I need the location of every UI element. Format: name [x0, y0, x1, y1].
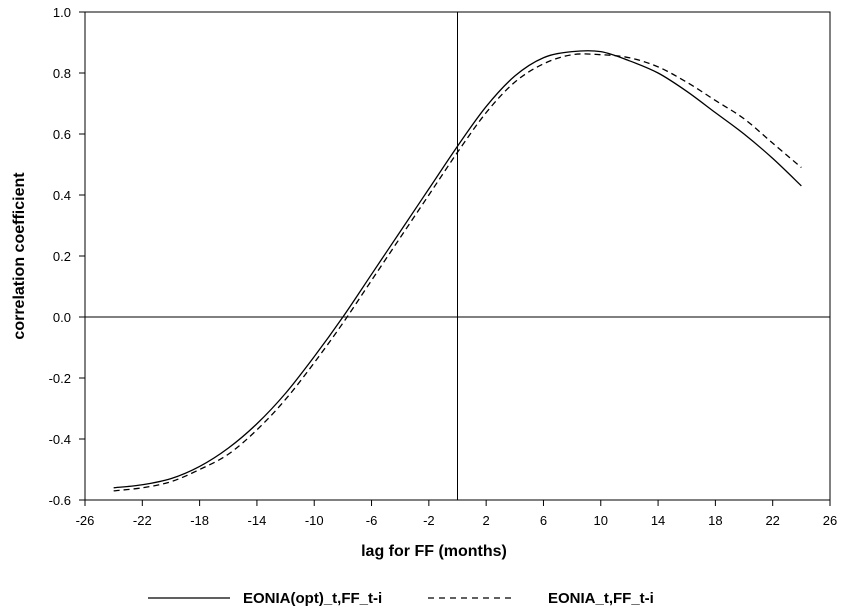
series-line-2: [113, 53, 802, 492]
y-tick-label: 0.2: [53, 249, 71, 264]
x-tick-label: -26: [76, 513, 95, 528]
reference-lines: [85, 12, 830, 500]
x-tick-label: -10: [305, 513, 324, 528]
x-axis-title: lag for FF (months): [361, 543, 507, 560]
y-axis-title: correlation coefficient: [11, 172, 28, 340]
x-tick-label: -14: [248, 513, 267, 528]
legend-label-series-1: EONIA(opt)_t,FF_t-i: [243, 590, 382, 607]
y-tick-label: 0.0: [53, 310, 71, 325]
x-tick-label: -6: [366, 513, 378, 528]
x-tick-label: 26: [823, 513, 837, 528]
legend-label-series-2: EONIA_t,FF_t-i: [548, 590, 654, 607]
y-tick-label: 1.0: [53, 5, 71, 20]
legend: EONIA(opt)_t,FF_t-i EONIA_t,FF_t-i: [148, 590, 654, 607]
y-tick-label: -0.4: [49, 432, 71, 447]
y-tick-label: -0.6: [49, 493, 71, 508]
x-tick-label: 6: [540, 513, 547, 528]
y-tick-label: 0.8: [53, 66, 71, 81]
x-tick-label: -2: [423, 513, 435, 528]
y-tick-label: -0.2: [49, 371, 71, 386]
x-tick-label: 10: [594, 513, 608, 528]
axis-ticks: -26 -22 -18 -14 -10 -6 -2 2 6 10 14 18 22 26-0.6-0.4-…: [49, 5, 838, 528]
x-tick-label: -18: [190, 513, 209, 528]
y-tick-label: 0.6: [53, 127, 71, 142]
x-tick-label: 2: [483, 513, 490, 528]
x-tick-label: -22: [133, 513, 152, 528]
x-tick-label: 22: [765, 513, 779, 528]
x-tick-label: 18: [708, 513, 722, 528]
series-line-1: [113, 50, 802, 489]
x-tick-label: 14: [651, 513, 665, 528]
series-lines: [113, 50, 802, 492]
y-tick-label: 0.4: [53, 188, 71, 203]
